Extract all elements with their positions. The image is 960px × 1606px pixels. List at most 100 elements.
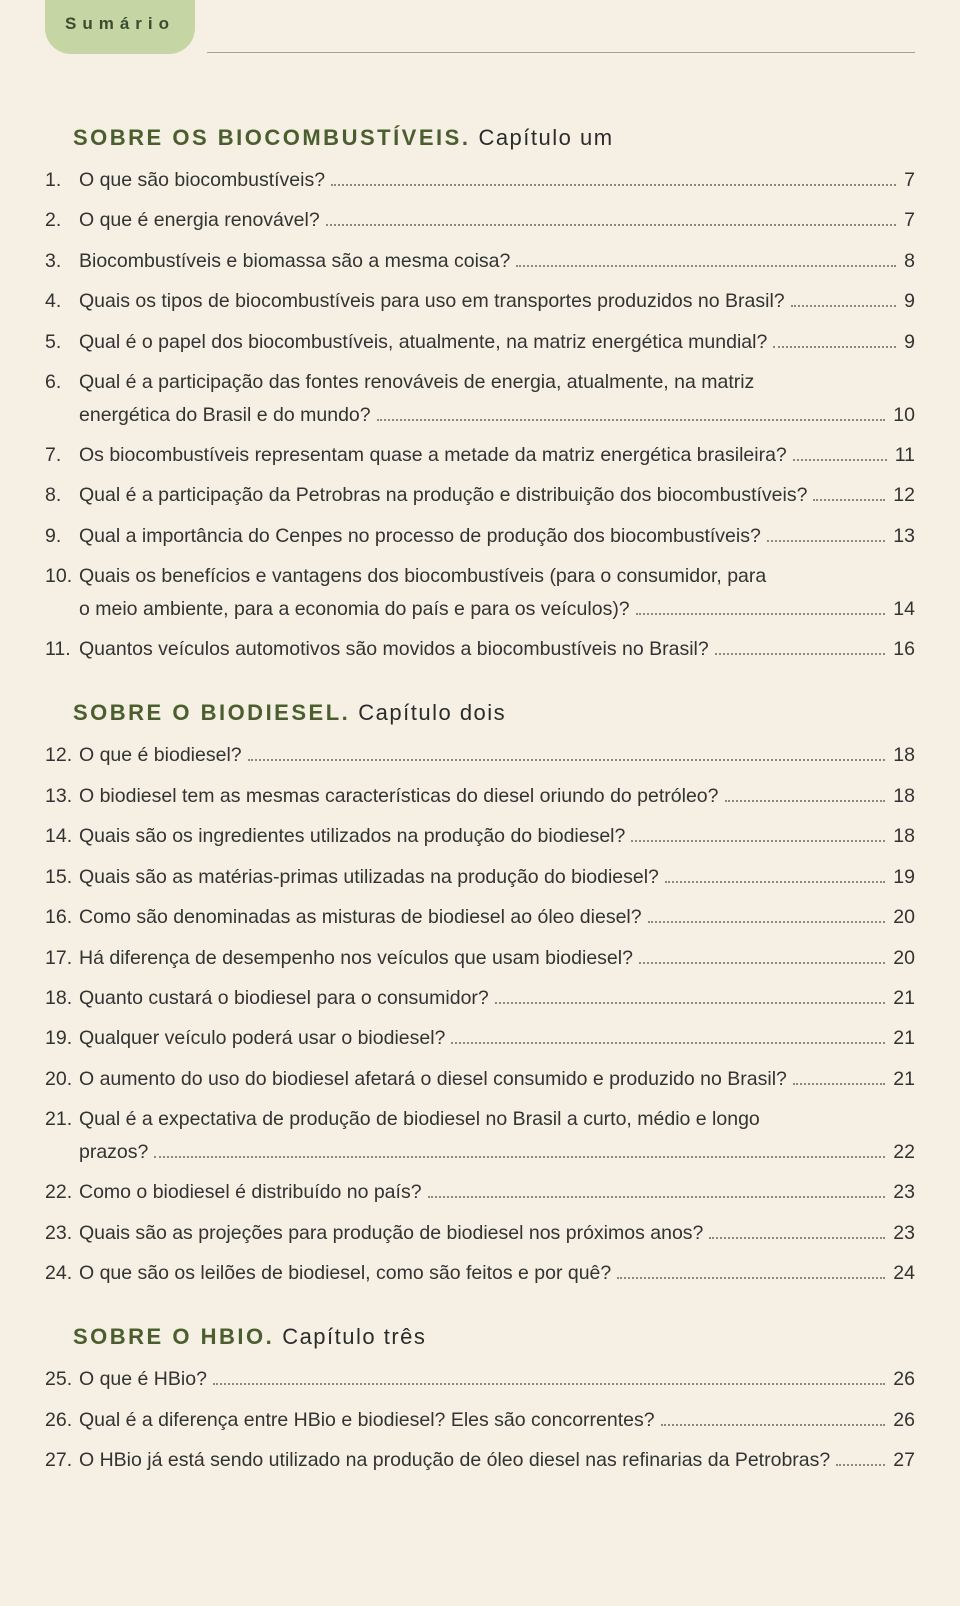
toc-item: 27.O HBio já está sendo utilizado na pro… [45, 1449, 915, 1471]
section-title: SOBRE O BIODIESEL.Capítulo dois [73, 700, 915, 726]
toc-item-body: O que são os leilões de biodiesel, como … [79, 1262, 915, 1284]
toc-item-number: 3. [45, 250, 79, 272]
toc-text-line: O HBio já está sendo utilizado na produç… [79, 1449, 915, 1471]
header-divider [207, 52, 915, 53]
toc-item-body: Quais são as matérias-primas utilizadas … [79, 866, 915, 888]
toc-item-page: 9 [904, 331, 915, 353]
toc-item-page: 21 [893, 1027, 915, 1049]
toc-item-text: O HBio já está sendo utilizado na produç… [79, 1449, 830, 1471]
toc-list: 12.O que é biodiesel?18 13.O biodiesel te… [45, 744, 915, 1284]
toc-text-line: O que é energia renovável?7 [79, 209, 915, 231]
toc-leader-dots [648, 911, 886, 923]
toc-item-page: 13 [893, 525, 915, 547]
toc-item: 26.Qual é a diferença entre HBio e biodi… [45, 1409, 915, 1431]
toc-item-text: Qual é a expectativa de produção de biod… [79, 1108, 760, 1130]
toc-item-body: Quais os benefícios e vantagens dos bioc… [79, 565, 915, 620]
toc-leader-dots [715, 643, 886, 655]
section-title-main: SOBRE O BIODIESEL. [73, 700, 350, 725]
toc-item: 16.Como são denominadas as misturas de b… [45, 906, 915, 928]
toc-item-text: Biocombustíveis e biomassa são a mesma c… [79, 250, 510, 272]
toc-item-text: O aumento do uso do biodiesel afetará o … [79, 1068, 787, 1090]
toc-leader-dots [451, 1033, 885, 1045]
toc-item-page: 18 [893, 785, 915, 807]
toc-item-page: 18 [893, 825, 915, 847]
toc-leader-dots [331, 174, 896, 186]
toc-item-text: Quais são as projeções para produção de … [79, 1222, 703, 1244]
toc-item-body: O que é biodiesel?18 [79, 744, 915, 766]
toc-item-number: 19. [45, 1027, 79, 1049]
toc-item-number: 10. [45, 565, 79, 587]
toc-text-line: Qual é a participação da Petrobras na pr… [79, 484, 915, 506]
toc-leader-dots [767, 530, 885, 542]
toc-item-page: 18 [893, 744, 915, 766]
toc-item-page: 11 [895, 444, 915, 466]
toc-item-page: 26 [893, 1368, 915, 1390]
toc-item: 21.Qual é a expectativa de produção de b… [45, 1108, 915, 1163]
toc-item-page: 10 [893, 404, 915, 426]
toc-item-text: Qual é a participação das fontes renováv… [79, 371, 754, 393]
toc-item: 17.Há diferença de desempenho nos veícul… [45, 947, 915, 969]
toc-item-text: Qual é o papel dos biocombustíveis, atua… [79, 331, 767, 353]
toc-item: 18.Quanto custará o biodiesel para o con… [45, 987, 915, 1009]
toc-item-text: Como são denominadas as misturas de biod… [79, 906, 642, 928]
toc-item-text: Quantos veículos automotivos são movidos… [79, 638, 709, 660]
toc-leader-dots [516, 255, 896, 267]
toc-item-text: O biodiesel tem as mesmas característica… [79, 785, 719, 807]
toc-leader-dots [495, 992, 886, 1004]
toc-item: 8.Qual é a participação da Petrobras na … [45, 484, 915, 506]
toc-text-line: Qualquer veículo poderá usar o biodiesel… [79, 1027, 915, 1049]
toc-item: 12.O que é biodiesel?18 [45, 744, 915, 766]
toc-item-number: 24. [45, 1262, 79, 1284]
toc-text-line: o meio ambiente, para a economia do país… [79, 598, 915, 620]
toc-leader-dots [377, 409, 886, 421]
toc-item-body: Há diferença de desempenho nos veículos … [79, 947, 915, 969]
toc-item: 1.O que são biocombustíveis?7 [45, 169, 915, 191]
toc-text-line: Qual é a participação das fontes renováv… [79, 371, 915, 393]
toc-text-line: Quais são as projeções para produção de … [79, 1222, 915, 1244]
toc-item-text: Como o biodiesel é distribuído no país? [79, 1181, 422, 1203]
toc-text-line: Quantos veículos automotivos são movidos… [79, 638, 915, 660]
toc-text-line: Quais são as matérias-primas utilizadas … [79, 866, 915, 888]
toc-item-body: Quais são as projeções para produção de … [79, 1222, 915, 1244]
toc-item-page: 22 [893, 1141, 915, 1163]
toc-leader-dots [639, 952, 885, 964]
toc-item: 13.O biodiesel tem as mesmas característ… [45, 785, 915, 807]
toc-text-line: O que é biodiesel?18 [79, 744, 915, 766]
toc-leader-dots [326, 215, 896, 227]
toc-list: 25.O que é HBio? 26 26.Qual é a diferença … [45, 1368, 915, 1471]
toc-item: 20.O aumento do uso do biodiesel afetará… [45, 1068, 915, 1090]
section-title-main: SOBRE OS BIOCOMBUSTÍVEIS. [73, 125, 470, 150]
toc-item-body: O aumento do uso do biodiesel afetará o … [79, 1068, 915, 1090]
toc-item-number: 4. [45, 290, 79, 312]
toc-item-number: 16. [45, 906, 79, 928]
toc-item-number: 12. [45, 744, 79, 766]
toc-item-body: Qual é a expectativa de produção de biod… [79, 1108, 915, 1163]
toc-item-body: Qual é o papel dos biocombustíveis, atua… [79, 331, 915, 353]
toc-text-line: Qual a importância do Cenpes no processo… [79, 525, 915, 547]
toc-leader-dots [631, 831, 885, 843]
toc-leader-dots [213, 1374, 885, 1386]
toc-item-body: O que é energia renovável?7 [79, 209, 915, 231]
toc-item-number: 25. [45, 1368, 79, 1390]
toc-text-line: Como são denominadas as misturas de biod… [79, 906, 915, 928]
toc-item-number: 8. [45, 484, 79, 506]
section-title-sub: Capítulo um [478, 125, 613, 150]
toc-leader-dots [793, 1073, 885, 1085]
toc-item-page: 14 [893, 598, 915, 620]
toc-item-text: Há diferença de desempenho nos veículos … [79, 947, 633, 969]
toc-item-body: Biocombustíveis e biomassa são a mesma c… [79, 250, 915, 272]
toc-item-body: Quais os tipos de biocombustíveis para u… [79, 290, 915, 312]
toc-item-body: Quais são os ingredientes utilizados na … [79, 825, 915, 847]
toc-item-page: 8 [904, 250, 915, 272]
toc-item-text: Qual é a diferença entre HBio e biodiese… [79, 1409, 655, 1431]
toc-item-text: Quais os benefícios e vantagens dos bioc… [79, 565, 766, 587]
section-title: SOBRE OS BIOCOMBUSTÍVEIS. Capítulo um [73, 125, 915, 151]
toc-text-line: Biocombustíveis e biomassa são a mesma c… [79, 250, 915, 272]
toc-item-text: Quais são as matérias-primas utilizadas … [79, 866, 659, 888]
toc-item: 14.Quais são os ingredientes utilizados … [45, 825, 915, 847]
toc-text-line: Quais são os ingredientes utilizados na … [79, 825, 915, 847]
toc-item-text: O que é HBio? [79, 1368, 207, 1390]
toc-text-line: O aumento do uso do biodiesel afetará o … [79, 1068, 915, 1090]
toc-item: 25.O que é HBio? 26 [45, 1368, 915, 1390]
toc-item-number: 7. [45, 444, 79, 466]
